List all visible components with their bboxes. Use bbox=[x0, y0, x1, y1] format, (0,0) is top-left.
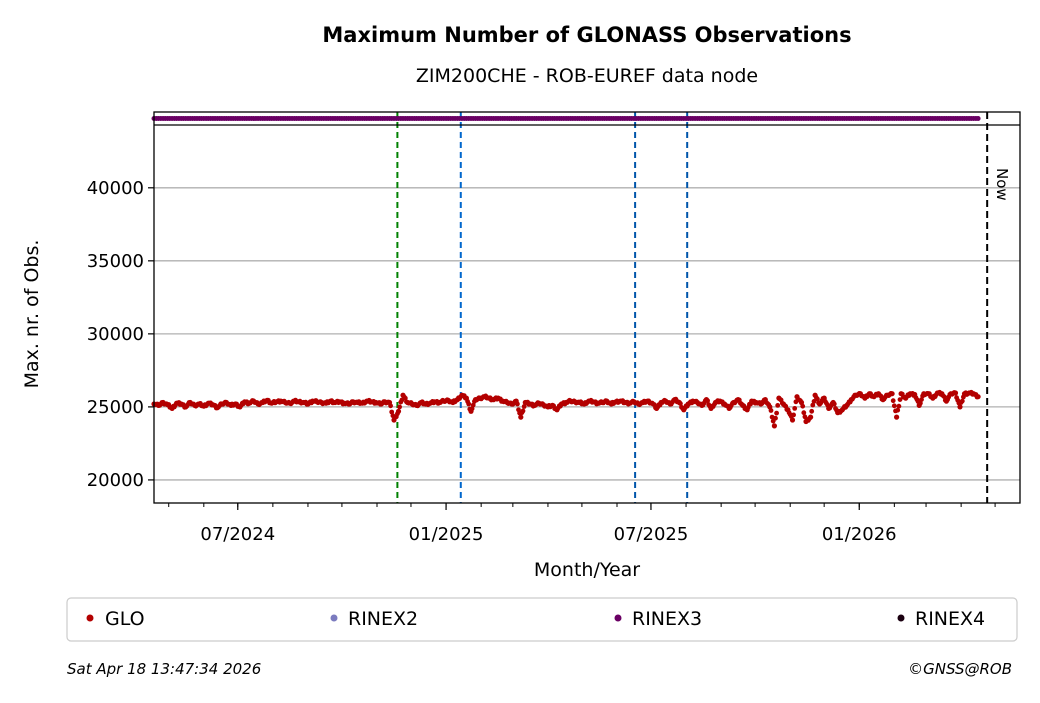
glo-point bbox=[800, 403, 806, 409]
glo-point bbox=[894, 414, 900, 420]
glo-point bbox=[811, 399, 817, 404]
legend-label-rinex3: RINEX3 bbox=[632, 608, 702, 630]
glo-point bbox=[791, 412, 796, 418]
x-axis-label: Month/Year bbox=[534, 559, 640, 581]
glo-point bbox=[810, 402, 816, 408]
footer-copyright: ©GNSS@ROB bbox=[908, 660, 1012, 678]
x-tick-label: 01/2025 bbox=[409, 524, 484, 545]
y-tick-label: 25000 bbox=[87, 397, 144, 418]
glo-point bbox=[941, 394, 947, 400]
rinex3-strip bbox=[151, 116, 981, 121]
glo-point bbox=[771, 423, 778, 429]
glo-point bbox=[792, 406, 798, 411]
x-tick-label: 07/2025 bbox=[614, 524, 689, 545]
rinex3-point bbox=[975, 116, 981, 121]
legend-label-glo: GLO bbox=[105, 608, 145, 630]
glo-point bbox=[402, 395, 408, 401]
glo-point bbox=[705, 398, 710, 404]
glo-point bbox=[518, 414, 524, 420]
glo-point bbox=[957, 404, 963, 410]
glo-point bbox=[520, 408, 526, 414]
grid-lines bbox=[154, 187, 1020, 481]
legend-box bbox=[66, 597, 1018, 642]
glo-point bbox=[891, 403, 897, 409]
legend-marker-rinex4 bbox=[897, 614, 905, 622]
glo-points bbox=[151, 389, 981, 429]
legend-marker-rinex2 bbox=[330, 614, 338, 622]
footer-timestamp: Sat Apr 18 13:47:34 2026 bbox=[67, 660, 261, 678]
glo-point bbox=[897, 397, 903, 402]
legend-marker-rinex3 bbox=[614, 614, 622, 622]
y-tick-label: 35000 bbox=[87, 251, 144, 272]
glo-point bbox=[397, 404, 402, 410]
glo-point bbox=[975, 394, 981, 400]
glo-point bbox=[896, 403, 902, 409]
glo-point bbox=[469, 406, 475, 412]
x-tick-label: 07/2024 bbox=[200, 524, 275, 545]
glo-point bbox=[918, 400, 923, 406]
glo-point bbox=[789, 417, 796, 423]
glo-point bbox=[521, 404, 527, 409]
y-tick-label: 30000 bbox=[87, 324, 144, 345]
glo-point bbox=[774, 410, 779, 416]
glo-point bbox=[466, 401, 472, 407]
glo-point bbox=[809, 408, 815, 414]
glo-point bbox=[952, 390, 959, 396]
legend-label-rinex4: RINEX4 bbox=[915, 608, 985, 630]
glo-point bbox=[678, 401, 683, 406]
glo-point bbox=[895, 407, 901, 413]
glo-point bbox=[775, 403, 781, 408]
glo-point bbox=[515, 401, 520, 407]
y-axis-label: Max. nr. of Obs. bbox=[21, 240, 43, 389]
y-tick-label: 20000 bbox=[87, 470, 144, 491]
glo-point bbox=[395, 408, 402, 414]
glo-point bbox=[831, 401, 837, 407]
x-axis: 07/2024 01/2025 07/2025 01/2026 bbox=[168, 503, 996, 545]
glo-point bbox=[798, 399, 805, 406]
glo-point bbox=[388, 403, 393, 409]
glo-point bbox=[801, 410, 807, 416]
glo-point bbox=[773, 415, 778, 421]
chart-title: Maximum Number of GLONASS Observations bbox=[322, 23, 851, 47]
glo-point bbox=[890, 398, 896, 404]
y-tick-label: 40000 bbox=[87, 178, 144, 199]
glo-point bbox=[815, 396, 820, 402]
chart-subtitle: ZIM200CHE - ROB-EUREF data node bbox=[416, 65, 758, 87]
glo-point bbox=[889, 391, 895, 397]
glo-point bbox=[470, 402, 476, 408]
x-tick-label: 01/2026 bbox=[822, 524, 897, 545]
legend-marker-glo bbox=[86, 614, 94, 622]
event-lines bbox=[396, 112, 689, 503]
now-label: Now bbox=[993, 168, 1011, 201]
glo-point bbox=[389, 409, 395, 415]
legend: GLO RINEX2 RINEX3 RINEX4 bbox=[66, 597, 1018, 642]
glo-point bbox=[919, 397, 924, 402]
glo-point bbox=[959, 398, 965, 404]
glo-point bbox=[808, 414, 814, 420]
y-axis: 20000 25000 30000 35000 40000 bbox=[87, 178, 154, 491]
glo-point bbox=[768, 408, 774, 413]
legend-label-rinex2: RINEX2 bbox=[348, 608, 418, 630]
plot-frame bbox=[153, 111, 1021, 504]
